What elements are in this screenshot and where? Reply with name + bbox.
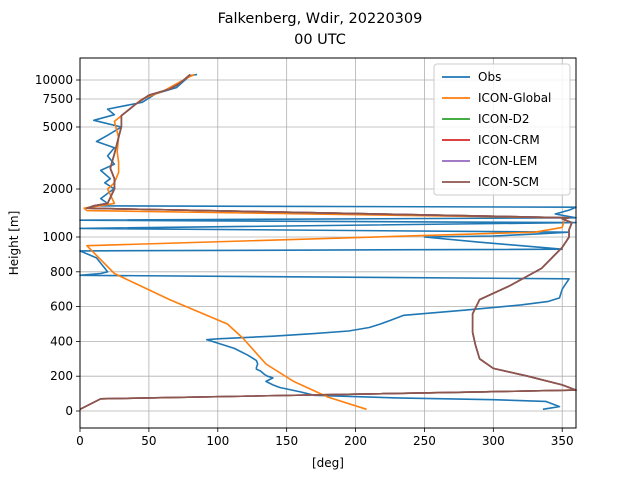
y-tick-label: 800 bbox=[50, 265, 73, 279]
x-tick-label: 0 bbox=[76, 434, 84, 448]
y-tick-label: 7500 bbox=[42, 92, 73, 106]
grid-lines bbox=[79, 58, 576, 428]
x-tick-label: 250 bbox=[413, 434, 436, 448]
x-tick-label: 50 bbox=[141, 434, 156, 448]
legend-label: Obs bbox=[478, 70, 501, 84]
legend-label: ICON-SCM bbox=[478, 175, 539, 189]
y-tick-label: 200 bbox=[50, 369, 73, 383]
chart-title: Falkenberg, Wdir, 20220309 bbox=[218, 11, 423, 27]
y-tick-label: 400 bbox=[50, 334, 73, 348]
legend-label: ICON-LEM bbox=[478, 154, 537, 168]
x-tick-label: 300 bbox=[482, 434, 505, 448]
x-axis-label: [deg] bbox=[312, 456, 344, 470]
x-tick-label: 150 bbox=[275, 434, 298, 448]
series-line-obs bbox=[79, 73, 577, 411]
y-tick-label: 1000 bbox=[42, 230, 73, 244]
legend-label: ICON-Global bbox=[478, 91, 551, 105]
chart-subtitle: 00 UTC bbox=[294, 32, 346, 48]
x-tick-label: 200 bbox=[344, 434, 367, 448]
series-line-icon-scm bbox=[79, 73, 577, 411]
y-tick-label: 600 bbox=[50, 300, 73, 314]
y-axis-label: Height [m] bbox=[7, 211, 21, 276]
legend: Obs ICON-Global ICON-D2 ICON-CRM ICON-LEM ICO… bbox=[433, 63, 571, 196]
legend-label: ICON-CRM bbox=[478, 133, 540, 147]
plot-series bbox=[79, 73, 577, 411]
plot-frame bbox=[79, 57, 577, 429]
y-tick-label: 5000 bbox=[42, 120, 73, 134]
legend-label: ICON-D2 bbox=[478, 112, 530, 126]
y-tick-label: 10000 bbox=[35, 73, 73, 87]
x-tick-label: 350 bbox=[551, 434, 574, 448]
x-tick-label: 100 bbox=[206, 434, 229, 448]
y-tick-label: 2000 bbox=[42, 182, 73, 196]
legend-box bbox=[433, 63, 571, 196]
y-tick-label: 0 bbox=[65, 404, 73, 418]
axis-ticks: 0 50 100 150 200 250 300 350 0 200 400 600 800 1000 20… bbox=[35, 73, 574, 448]
